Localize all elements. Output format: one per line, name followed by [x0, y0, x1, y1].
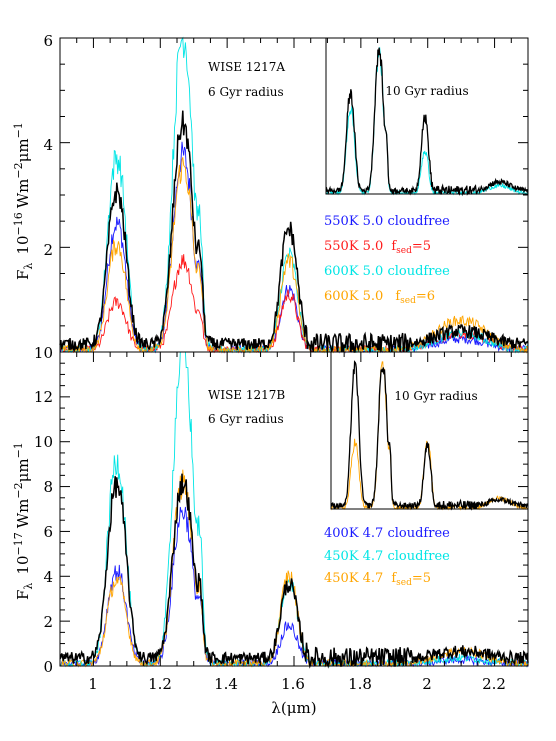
top-ticks [59, 37, 529, 353]
top-ytick-label: 6 [43, 32, 53, 50]
bottom-inset-label: 10 Gyr radius [394, 389, 477, 403]
legend-entry: 550K 5.0 cloudfree [324, 214, 450, 229]
xtick-label: 2 [422, 675, 432, 693]
bottom-radius-label: 6 Gyr radius [208, 412, 284, 426]
legend-entry: 450K 4.7 cloudfree [324, 549, 450, 564]
bottom-ytick-label: 10 [34, 433, 53, 451]
series-line-top-4 [59, 157, 529, 354]
inset-line-bottom-0 [330, 360, 529, 511]
legend-entry: 450K 4.7 fsed=5 [324, 571, 431, 588]
top-inset-border [325, 38, 528, 195]
xtick-label: 1.8 [348, 675, 372, 693]
series-line-bottom-0 [59, 473, 529, 669]
xtick-label: 1.6 [281, 675, 305, 693]
top-radius-label: 6 Gyr radius [208, 85, 284, 99]
legend-entry: 600K 5.0 fsed=6 [324, 289, 435, 306]
bottom-ytick-label: 4 [43, 568, 53, 586]
bottom-inset-spectra [330, 360, 529, 511]
series-line-bottom-1 [59, 506, 529, 668]
top-panel: 10 Gyr radius WISE 1217A 6 Gyr radius 2 … [12, 32, 529, 362]
inset-line-top-0 [325, 47, 529, 197]
bottom-ytick-label: 2 [43, 613, 53, 631]
inset-line-bottom-3 [330, 361, 528, 511]
top-ylabel: Fλ10−16Wm−2μm−1 [12, 122, 35, 280]
legend-entry: 600K 5.0 cloudfree [324, 264, 450, 279]
bottom-inset-border [330, 352, 528, 510]
top-object-label: WISE 1217A [208, 60, 285, 74]
top-spectra [59, 36, 529, 354]
xtick-label: 1.4 [214, 675, 238, 693]
top-inset-label: 10 Gyr radius [385, 84, 468, 98]
x-axis-label: λ(μm) [271, 699, 316, 717]
bottom-inset: 10 Gyr radius [330, 352, 529, 511]
xtick-label: 1.2 [148, 675, 172, 693]
legend-entry: 550K 5.0 fsed=5 [324, 239, 431, 256]
bottom-ytick-label: 12 [34, 388, 53, 406]
bottom-panel: 10 Gyr radius WISE 1217B 6 Gyr radius 0 … [12, 351, 529, 717]
bottom-ytick-label: 0 [43, 658, 53, 676]
top-inset: 10 Gyr radius [325, 38, 529, 197]
legend-entry: 400K 4.7 cloudfree [324, 526, 450, 541]
bottom-ytick-label: 6 [43, 523, 53, 541]
bottom-spectra [59, 351, 529, 669]
xtick-label: 1 [88, 675, 98, 693]
bottom-object-label: WISE 1217B [208, 388, 285, 402]
top-legend: 550K 5.0 cloudfree 550K 5.0 fsed=5 600K 5… [324, 214, 450, 306]
bottom-ytick-label: 8 [43, 478, 53, 496]
xtick-label: 2.2 [482, 675, 506, 693]
top-ytick-label: 2 [43, 241, 53, 259]
series-line-top-0 [59, 110, 529, 353]
top-inset-spectra [325, 46, 529, 197]
top-ytick-label: 10 [34, 344, 53, 362]
bottom-ticks [59, 351, 529, 667]
series-line-bottom-3 [60, 469, 529, 668]
bottom-ylabel: Fλ10−17Wm−2μm−1 [12, 442, 35, 600]
bottom-legend: 400K 4.7 cloudfree 450K 4.7 cloudfree 45… [324, 526, 450, 588]
top-ytick-label: 4 [43, 136, 53, 154]
